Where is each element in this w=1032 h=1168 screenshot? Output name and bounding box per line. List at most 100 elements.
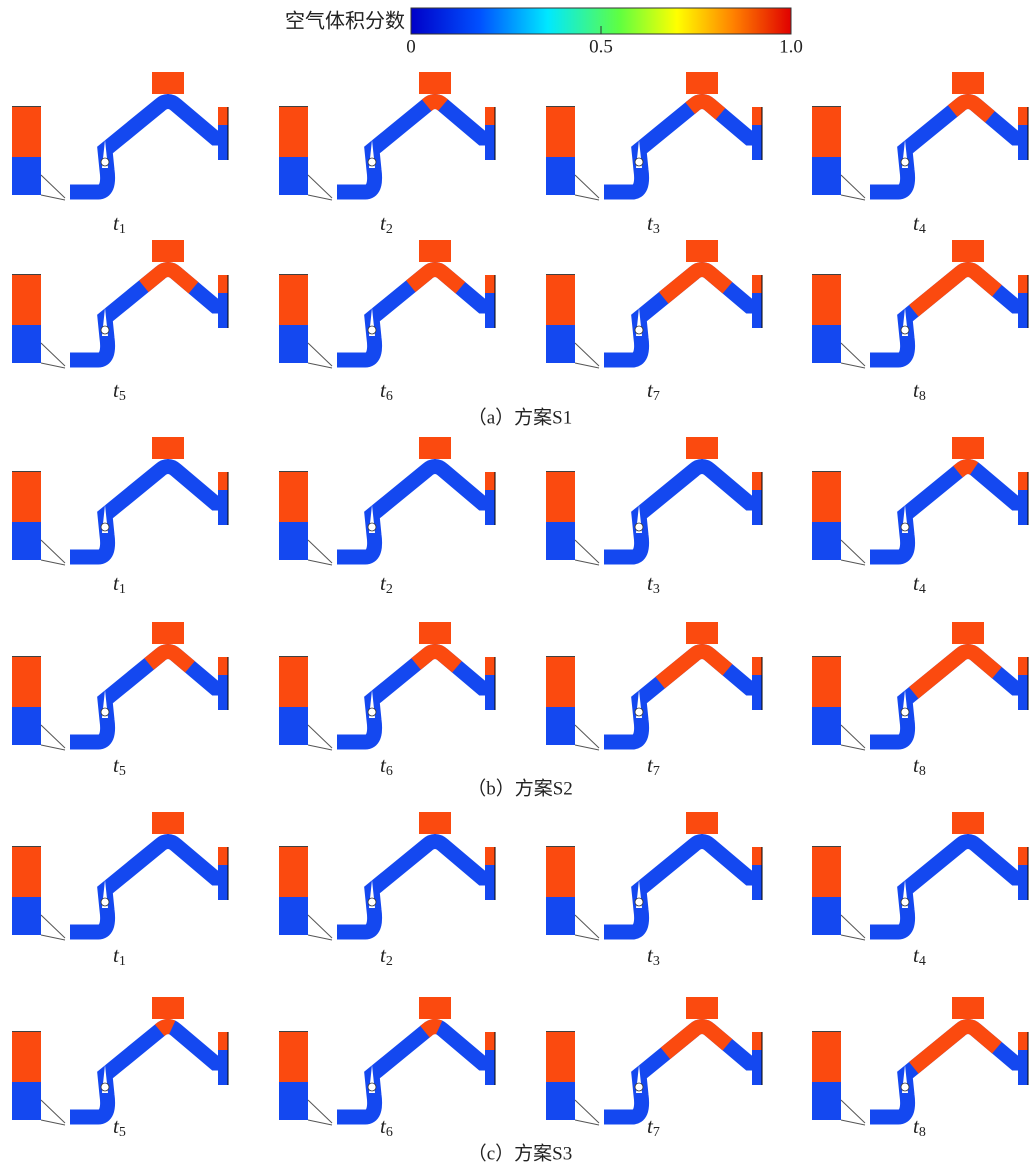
time-sub: 3 (653, 222, 660, 237)
simulation-frame (279, 997, 495, 1125)
air-region (70, 270, 228, 361)
pipe-geometry (12, 622, 228, 750)
simulation-frame (812, 72, 1028, 200)
pipe-geometry (12, 997, 228, 1125)
simulation-frame (279, 240, 495, 368)
simulation-frame (546, 437, 762, 565)
time-sub: 7 (653, 389, 660, 404)
time-sub: 5 (119, 764, 126, 779)
time-sub: 5 (119, 389, 126, 404)
time-label: t5 (113, 378, 126, 404)
time-label: t4 (913, 943, 926, 969)
simulation-frame (279, 812, 495, 940)
time-label: t8 (913, 1114, 926, 1140)
simulation-frame (12, 72, 228, 200)
time-sub: 4 (919, 222, 926, 237)
time-label: t2 (380, 943, 393, 969)
time-sub: 8 (919, 389, 926, 404)
simulation-frame (279, 72, 495, 200)
time-label: t7 (647, 753, 660, 779)
time-sub: 4 (919, 582, 926, 597)
time-sub: 1 (119, 222, 126, 237)
time-label: t7 (647, 1114, 660, 1140)
air-region (604, 652, 762, 743)
pipe-geometry (812, 812, 1028, 940)
time-sub: 8 (919, 1125, 926, 1140)
simulation-frame (812, 437, 1028, 565)
page: {"colorbar": {"label": "空气体积分数", "ticks"… (0, 0, 1032, 1168)
pipe-geometry (12, 437, 228, 565)
time-sub: 2 (386, 582, 393, 597)
simulation-frame (279, 622, 495, 750)
time-label: t3 (647, 211, 660, 237)
time-sub: 7 (653, 764, 660, 779)
simulation-frame (812, 622, 1028, 750)
simulation-frame (12, 437, 228, 565)
simulation-frame (546, 72, 762, 200)
pipe-geometry (546, 437, 762, 565)
time-label: t2 (380, 571, 393, 597)
pipe-geometry (812, 437, 1028, 565)
simulation-frame (546, 812, 762, 940)
time-label: t1 (113, 211, 126, 237)
time-sub: 6 (386, 389, 393, 404)
pipe-geometry (279, 240, 495, 368)
pipe-geometry (279, 622, 495, 750)
time-sub: 1 (119, 954, 126, 969)
time-label: t1 (113, 571, 126, 597)
time-label: t8 (913, 753, 926, 779)
figure: 空气体积分数 0 0.5 1.0 t1 t2 t3 t4 t5 t6 t7 t8 （a）方案S1 t1 t… (0, 0, 1032, 1168)
time-label: t1 (113, 943, 126, 969)
time-label: t6 (380, 753, 393, 779)
simulation-frame (546, 240, 762, 368)
air-region (870, 1027, 1028, 1118)
time-label: t6 (380, 1114, 393, 1140)
time-sub: 6 (386, 764, 393, 779)
time-label: t4 (913, 211, 926, 237)
simulation-frame (546, 622, 762, 750)
air-region (604, 270, 762, 361)
pipe-geometry (279, 997, 495, 1125)
time-label: t4 (913, 571, 926, 597)
time-sub: 3 (653, 954, 660, 969)
simulation-frame (546, 997, 762, 1125)
time-sub: 1 (119, 582, 126, 597)
time-sub: 8 (919, 764, 926, 779)
pipe-geometry (279, 72, 495, 200)
air-region (870, 270, 1028, 361)
colorbar-label: 空气体积分数 (285, 9, 405, 33)
pipe-geometry (12, 812, 228, 940)
colorbar-tick-label: 0 (406, 36, 416, 57)
colorbar-tick-label: 0.5 (589, 36, 613, 57)
pipe-geometry (12, 240, 228, 368)
simulation-frame (12, 997, 228, 1125)
air-region (604, 1027, 762, 1118)
time-label: t2 (380, 211, 393, 237)
pipe-geometry (279, 437, 495, 565)
panel-caption: （a）方案S1 (468, 406, 573, 428)
time-sub: 2 (386, 222, 393, 237)
pipe-geometry (546, 997, 762, 1125)
time-sub: 2 (386, 954, 393, 969)
air-region (337, 270, 495, 361)
time-label: t3 (647, 571, 660, 597)
simulation-frame (812, 997, 1028, 1125)
pipe-geometry (546, 240, 762, 368)
time-label: t7 (647, 378, 660, 404)
pipe-geometry (546, 812, 762, 940)
pipe-geometry (546, 622, 762, 750)
pipe-geometry (12, 72, 228, 200)
panel-caption: （c）方案S3 (468, 1142, 573, 1164)
pipe-geometry (812, 72, 1028, 200)
time-sub: 6 (386, 1125, 393, 1140)
simulation-frame (12, 812, 228, 940)
time-label: t5 (113, 1114, 126, 1140)
colorbar-tick-label: 1.0 (779, 36, 803, 57)
time-sub: 7 (653, 1125, 660, 1140)
time-label: t5 (113, 753, 126, 779)
simulation-frame (812, 240, 1028, 368)
time-sub: 3 (653, 582, 660, 597)
pipe-geometry (546, 72, 762, 200)
time-sub: 4 (919, 954, 926, 969)
panel-caption: （b）方案S2 (467, 777, 573, 799)
